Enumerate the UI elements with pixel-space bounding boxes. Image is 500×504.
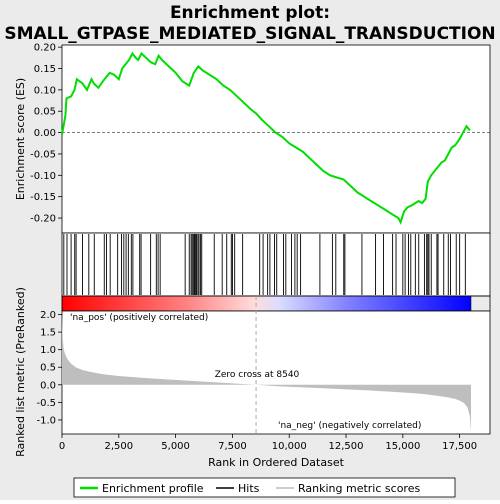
es-plot-area — [61, 44, 491, 234]
legend-enrichment-label: Enrichment profile — [102, 482, 204, 495]
metric-x-tick-label: 15,000 — [385, 441, 420, 452]
ranking-color-bar — [61, 295, 472, 312]
es-y-tick-label: 0.15 — [34, 64, 56, 75]
metric-x-tick-label: 5,000 — [161, 441, 190, 452]
metric-x-tick-label: 12,500 — [329, 441, 364, 452]
metric-y-tick-label: -0.5 — [36, 398, 56, 409]
es-y-tick-label: 0.05 — [34, 107, 56, 118]
positive-correlation-label: 'na_pos' (positively correlated) — [70, 313, 208, 323]
metric-x-axis-label: Rank in Ordered Dataset — [208, 456, 345, 469]
es-y-tick-label: -0.15 — [30, 192, 56, 203]
es-y-tick-label: -0.20 — [30, 214, 56, 225]
title-line-1: Enrichment plot: — [170, 3, 330, 23]
metric-y-tick-label: 0.5 — [40, 363, 56, 374]
metric-x-tick-label: 17,500 — [442, 441, 477, 452]
metric-x-tick-label: 2,500 — [104, 441, 133, 452]
es-y-axis-label: Enrichment score (ES) — [14, 78, 27, 200]
metric-x-axis: 0 2,500 5,000 7,500 10,000 12,500 15,000 17,500 — [59, 434, 477, 452]
es-y-tick-label: -0.05 — [30, 149, 56, 160]
metric-y-tick-label: 1.0 — [40, 345, 56, 356]
metric-y-tick-label: -1.0 — [36, 415, 56, 426]
zero-cross-label: Zero cross at 8540 — [215, 370, 300, 380]
metric-plot-area — [61, 310, 491, 435]
es-y-tick-label: 0.20 — [34, 43, 56, 54]
title-line-2: SMALL_GTPASE_MEDIATED_SIGNAL_TRANSDUCTIO… — [4, 24, 495, 44]
metric-y-tick-label: 0.0 — [40, 380, 56, 391]
metric-x-tick-label: 10,000 — [272, 441, 307, 452]
hits-marks — [63, 234, 466, 295]
metric-y-axis-label: Ranked list metric (PreRanked) — [14, 287, 27, 457]
legend-box — [73, 477, 456, 498]
metric-y-axis: 2.0 1.5 1.0 0.5 0.0 -0.5 -1.0 — [36, 310, 62, 426]
es-y-axis: 0.20 0.15 0.10 0.05 0.00 -0.05 -0.10 -0.15 -0.20 — [30, 43, 62, 225]
es-y-tick-label: 0.10 — [34, 85, 56, 96]
negative-correlation-label: 'na_neg' (negatively correlated) — [278, 421, 421, 431]
enrichment-profile-line — [61, 51, 471, 225]
legend-hits-label: Hits — [238, 482, 260, 495]
legend-metric-label: Ranking metric scores — [298, 482, 420, 495]
metric-x-tick-label: 7,500 — [218, 441, 247, 452]
metric-y-tick-label: 1.5 — [40, 328, 56, 339]
es-y-tick-label: 0.00 — [34, 128, 56, 139]
metric-y-tick-label: 2.0 — [40, 310, 56, 321]
metric-x-tick-label: 0 — [59, 441, 65, 452]
es-y-tick-label: -0.10 — [30, 171, 56, 182]
